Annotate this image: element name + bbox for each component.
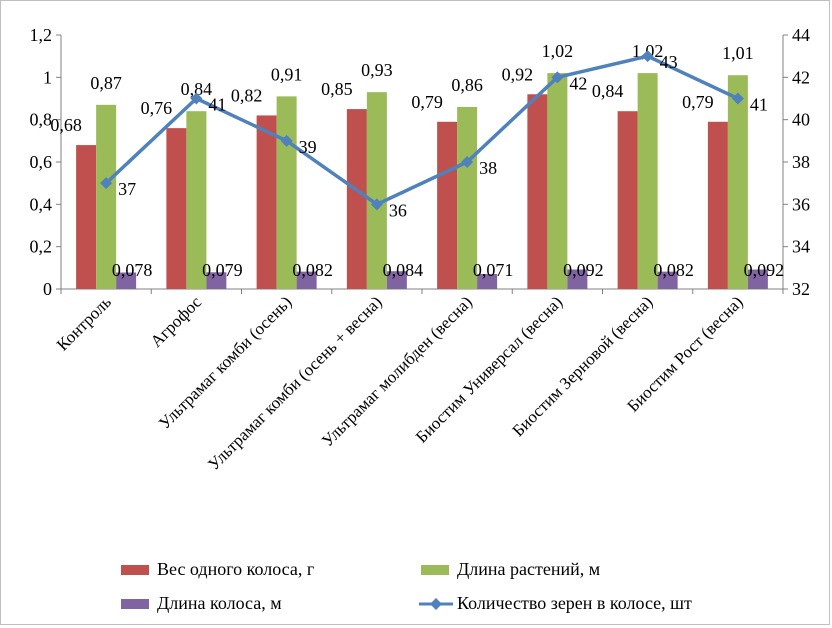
bar-data-label: 1,01 <box>722 43 754 63</box>
bar-data-label: 0,93 <box>361 60 393 80</box>
line-marker <box>731 92 744 105</box>
category-label: Контроль <box>53 292 115 354</box>
legend-label: Вес одного колоса, г <box>157 559 314 579</box>
line-data-label: 43 <box>660 52 678 72</box>
legend-swatch <box>421 565 449 575</box>
bar-3 <box>386 271 407 289</box>
y-tick-label-left: 1,2 <box>30 25 53 45</box>
bar-data-label: 0,84 <box>181 79 213 99</box>
category-label: Ультрамаг комби (осень + весна) <box>204 292 386 474</box>
y-tick-label-left: 0,8 <box>30 110 53 130</box>
legend-swatch <box>121 565 149 575</box>
bar-data-label: 0,92 <box>502 64 534 84</box>
line-data-label: 42 <box>569 73 587 93</box>
bar-data-label: 0,078 <box>112 260 153 280</box>
bar-2 <box>637 73 658 289</box>
y-tick-label-right: 36 <box>792 194 810 214</box>
line-series <box>104 54 739 207</box>
bar-3 <box>296 271 317 289</box>
bar-data-label: 0,092 <box>744 260 785 280</box>
bar-3 <box>116 272 137 289</box>
bar-2 <box>186 111 207 289</box>
line-marker <box>280 134 293 147</box>
bar-data-label: 0,079 <box>202 260 243 280</box>
bar-data-label: 0,91 <box>271 64 303 84</box>
bar-data-label: 0,071 <box>473 260 514 280</box>
line-data-label: 38 <box>479 158 497 178</box>
bar-1 <box>346 109 367 289</box>
bar-1 <box>256 115 277 289</box>
y-tick-label-right: 38 <box>792 152 810 172</box>
bar-2 <box>96 104 117 289</box>
bar-data-label: 0,79 <box>411 92 443 112</box>
line-marker <box>370 198 383 211</box>
category-label: Агрофос <box>147 292 206 351</box>
bar-data-label: 0,85 <box>321 79 353 99</box>
bar-data-label: 0,082 <box>653 260 694 280</box>
y-tick-label-left: 0 <box>43 279 52 299</box>
bar-data-label: 0,86 <box>451 75 483 95</box>
legend-marker <box>430 598 442 610</box>
bar-1 <box>707 121 728 290</box>
y-tick-label-right: 40 <box>792 110 810 130</box>
bar-data-label: 0,082 <box>292 260 333 280</box>
bar-1 <box>76 145 97 289</box>
bar-data-label: 1,02 <box>542 41 574 61</box>
legend-label: Длина колоса, м <box>157 593 282 613</box>
bar-data-label: 0,68 <box>50 115 82 135</box>
bar-1 <box>166 128 187 289</box>
bar-data-label: 0,82 <box>231 85 263 105</box>
y-tick-label-right: 32 <box>792 279 810 299</box>
bar-3 <box>477 273 498 289</box>
line-data-label: 37 <box>118 179 136 199</box>
bar-data-label: 0,76 <box>141 98 173 118</box>
line-marker <box>190 92 203 105</box>
line-marker <box>100 177 113 190</box>
bar-2 <box>547 73 568 289</box>
line-data-label: 41 <box>750 95 768 115</box>
line-marker <box>641 50 654 63</box>
bar-data-label: 0,84 <box>592 81 624 101</box>
bar-1 <box>617 111 638 289</box>
bar-2 <box>727 75 748 289</box>
legend-label: Длина растений, м <box>457 559 600 579</box>
y-tick-label-right: 42 <box>792 67 810 87</box>
y-tick-label-left: 0,4 <box>30 194 53 214</box>
line-data-label: 41 <box>208 95 226 115</box>
legend-swatch <box>121 599 149 609</box>
bar-3 <box>747 269 768 289</box>
y-tick-label-right: 44 <box>792 25 810 45</box>
line-data-label: 36 <box>389 200 407 220</box>
category-label: Ультрамаг молибден (весна) <box>318 292 476 450</box>
bar-data-label: 0,87 <box>90 73 122 93</box>
bar-1 <box>527 94 548 290</box>
y-tick-label-left: 0,6 <box>30 152 53 172</box>
y-tick-label-right: 34 <box>792 237 810 257</box>
y-tick-label-left: 0,2 <box>30 237 53 257</box>
bar-3 <box>567 269 588 289</box>
line-data-label: 39 <box>299 137 317 157</box>
bar-3 <box>206 272 227 289</box>
legend-label: Количество зерен в колосе, шт <box>457 593 692 613</box>
line-marker <box>551 71 564 84</box>
bar-2 <box>366 92 387 290</box>
bar-2 <box>457 106 478 289</box>
bar-3 <box>657 271 678 289</box>
bar-1 <box>437 121 458 290</box>
bar-data-label: 0,79 <box>682 92 714 112</box>
line-marker <box>461 156 474 168</box>
bar-data-label: 0,084 <box>383 260 424 280</box>
bar-data-label: 0,092 <box>563 260 604 280</box>
y-tick-label-left: 1 <box>43 67 52 87</box>
category-label: Биостим Универсал (весна) <box>412 292 566 446</box>
